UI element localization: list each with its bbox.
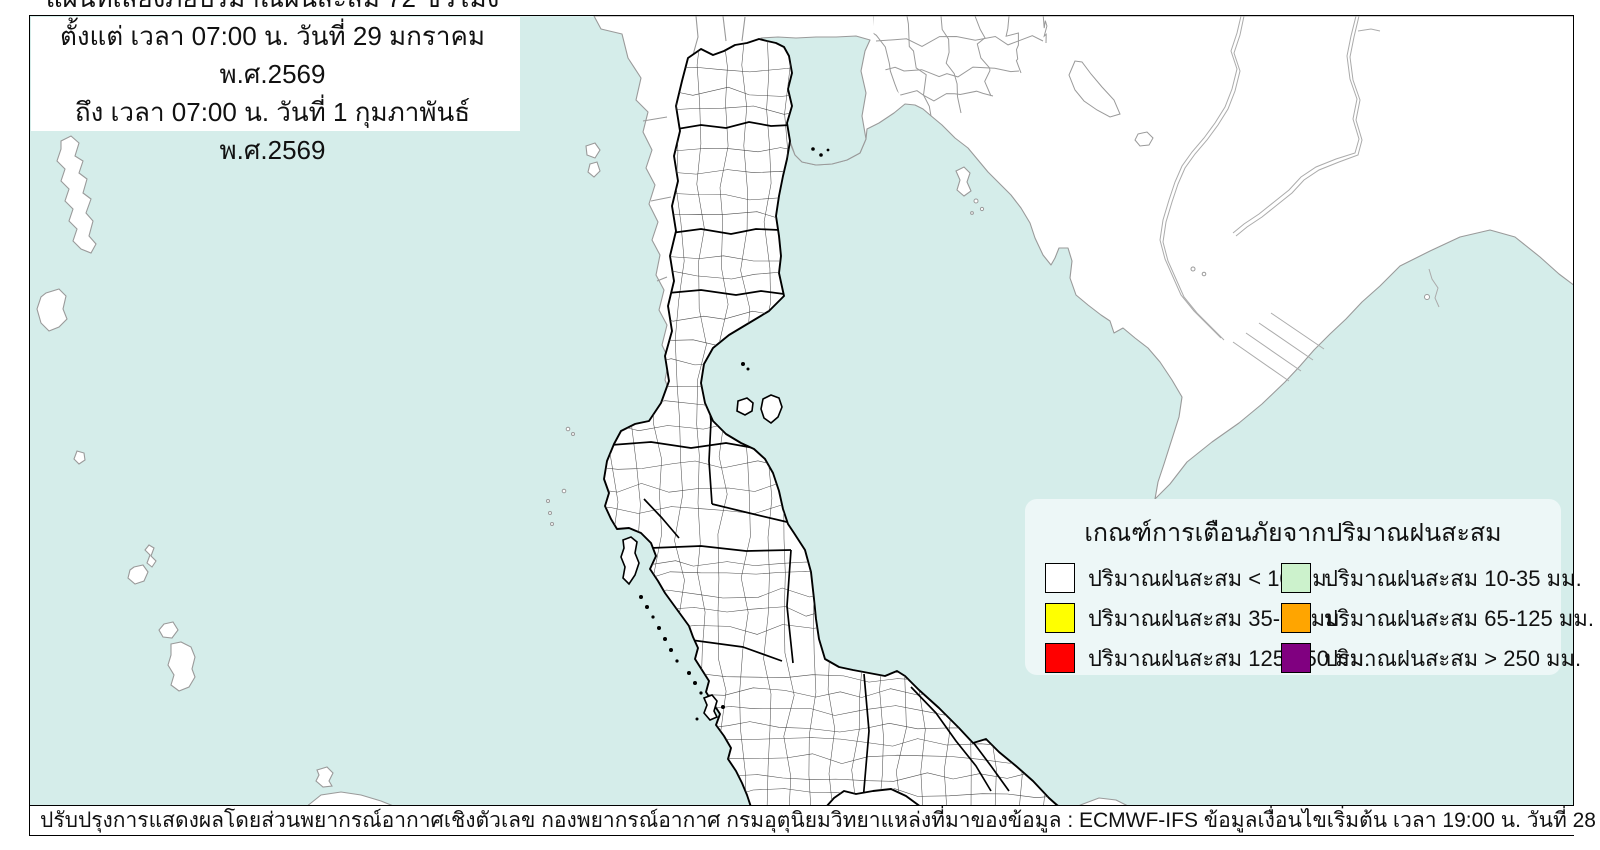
legend-swatch-lt10 <box>1045 563 1075 593</box>
footer-bar: ปรับปรุงการแสดงผลโดยส่วนพยากรณ์อากาศเชิง… <box>30 805 1600 835</box>
legend-item: ปริมาณฝนสะสม 125-250 มม. <box>1045 643 1370 673</box>
map-title-line1: แผนที่เสี่ยงภัยปริมาณฝนสะสม 72 ชั่วโมง <box>31 0 514 17</box>
legend-label: ปริมาณฝนสะสม > 250 มม. <box>1324 645 1582 671</box>
phu-quoc-island <box>955 166 972 197</box>
legend-label: ปริมาณฝนสะสม 65-125 มม. <box>1324 605 1594 631</box>
ko-samui <box>736 397 754 416</box>
legend-swatch-10-35 <box>1281 563 1311 593</box>
legend-item: ปริมาณฝนสะสม < 10 มม. <box>1045 563 1333 593</box>
ko-tarutao <box>702 694 719 721</box>
legend-label: ปริมาณฝนสะสม 125-250 มม. <box>1088 645 1371 671</box>
legend-item: ปริมาณฝนสะสม 10-35 มม. <box>1281 563 1594 593</box>
legend-title: เกณฑ์การเตือนภัยจากปริมาณฝนสะสม <box>1084 519 1502 547</box>
legend-swatch-65-125 <box>1281 603 1311 633</box>
legend-swatch-125-250 <box>1045 643 1075 673</box>
province-boundaries <box>610 121 1010 802</box>
tonle-sap-lake <box>1068 60 1121 118</box>
footer-attribution: ปรับปรุงการแสดงผลโดยส่วนพยากรณ์อากาศเชิง… <box>40 809 881 832</box>
phuket-island <box>620 536 640 586</box>
legend-swatch-35-65 <box>1045 603 1075 633</box>
footer-data-source: แหล่งที่มาของข้อมูล : ECMWF-IFS ข้อมูลเง… <box>880 809 1600 832</box>
legend-item: ปริมาณฝนสะสม 65-125 มม. <box>1281 603 1594 633</box>
map-canvas <box>29 15 1574 836</box>
legend-item: ปริมาณฝนสะสม 35-65 มม. <box>1045 603 1346 633</box>
map-title-line2: ตั้งแต่ เวลา 07:00 น. วันที่ 29 มกราคม พ… <box>59 21 486 89</box>
legend-label: ปริมาณฝนสะสม 10-35 มม. <box>1324 565 1582 591</box>
neighbor-borders-and-rivers <box>642 16 1440 382</box>
legend-grid: ปริมาณฝนสะสม < 10 มม. ปริมาณฝนสะสม 10-35… <box>1025 563 1594 673</box>
rainfall-risk-map <box>36 16 1573 810</box>
islands-thai <box>620 147 830 721</box>
legend-item: ปริมาณฝนสะสม > 250 มม. <box>1281 643 1594 673</box>
legend-swatch-gt250 <box>1281 643 1311 673</box>
map-title-box: แผนที่เสี่ยงภัยปริมาณฝนสะสม 72 ชั่วโมง ต… <box>31 0 520 165</box>
lake <box>1134 131 1154 147</box>
ko-phangan <box>760 394 783 425</box>
map-title-line3: ถึง เวลา 07:00 น. วันที่ 1 กุมภาพันธ์ พ.… <box>74 97 471 165</box>
cambodia-border-mesh <box>873 16 1048 117</box>
legend-panel: เกณฑ์การเตือนภัยจากปริมาณฝนสะสม ปริมาณฝน… <box>1025 499 1594 675</box>
